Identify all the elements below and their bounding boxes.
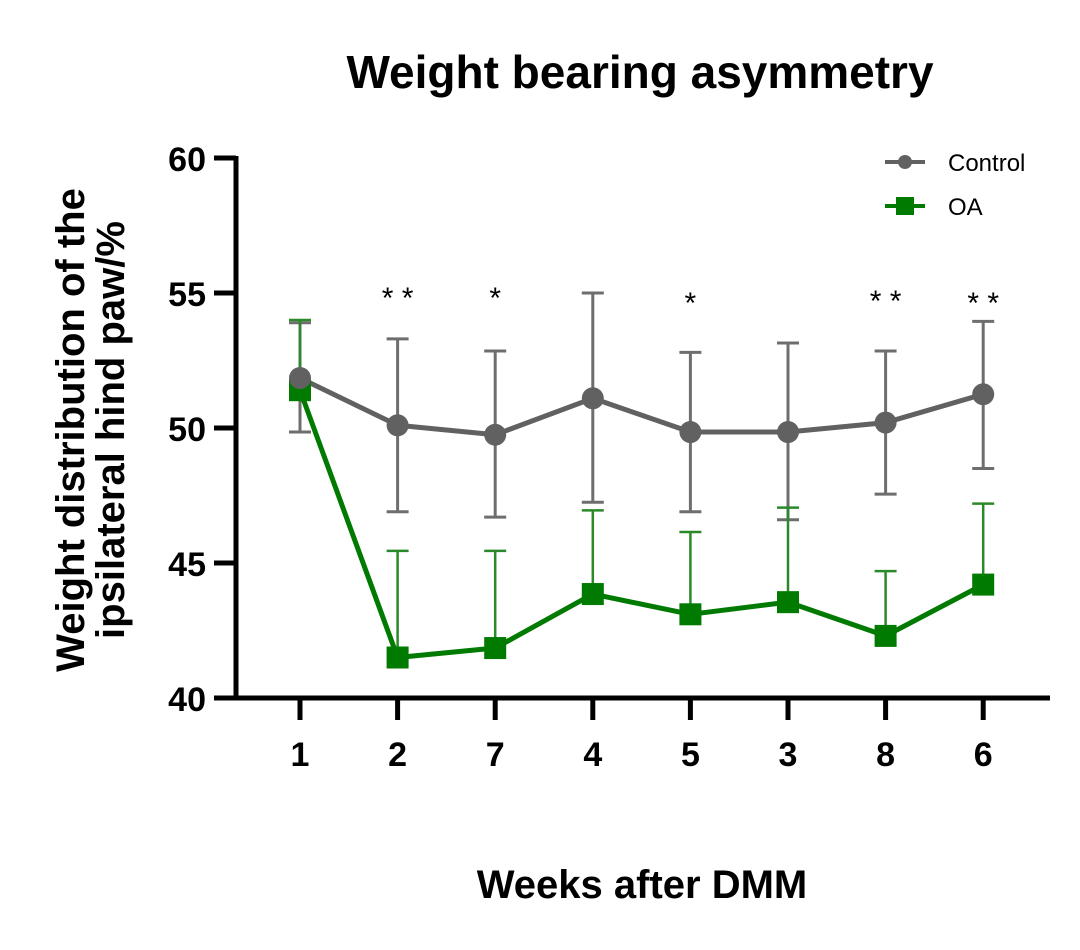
y-ticks: 40 45 50 55 60 bbox=[168, 141, 236, 719]
data-point-control bbox=[386, 414, 409, 437]
data-point-control bbox=[289, 367, 311, 390]
x-tick-label: 2 bbox=[388, 736, 407, 774]
legend-item-oa: OA bbox=[885, 194, 983, 221]
data-point-oa bbox=[484, 637, 507, 660]
chart-title: Weight bearing asymmetry bbox=[346, 46, 934, 98]
legend-marker-oa bbox=[896, 197, 914, 215]
y-tick-label: 55 bbox=[168, 276, 206, 314]
significance-annotations: * * * * * * * * bbox=[382, 282, 1000, 320]
series-line-control bbox=[298, 375, 984, 438]
data-point-oa bbox=[679, 603, 702, 626]
significance-annotation: * * bbox=[967, 287, 999, 320]
significance-annotation: * bbox=[489, 282, 501, 315]
data-point-control bbox=[484, 423, 507, 446]
series-line-oa bbox=[297, 389, 985, 660]
legend-marker-control bbox=[898, 155, 912, 169]
series-lines bbox=[297, 375, 985, 660]
x-tick-label: 5 bbox=[681, 736, 700, 774]
x-tick-label: 6 bbox=[974, 736, 993, 774]
legend-item-control: Control bbox=[885, 150, 1025, 177]
data-point-oa bbox=[386, 646, 409, 669]
y-tick-label: 60 bbox=[168, 141, 206, 179]
y-tick-label: 50 bbox=[168, 411, 206, 449]
x-tick-label: 4 bbox=[583, 736, 602, 774]
data-point-control bbox=[972, 383, 995, 406]
data-point-oa bbox=[972, 573, 995, 596]
series-markers bbox=[289, 367, 995, 669]
data-point-control bbox=[581, 387, 604, 410]
y-tick-label: 45 bbox=[168, 546, 206, 584]
data-point-oa bbox=[777, 591, 799, 614]
x-tick-label: 7 bbox=[486, 736, 505, 774]
axes bbox=[233, 156, 1050, 701]
y-tick-label: 40 bbox=[168, 681, 206, 719]
x-tick-label: 1 bbox=[291, 736, 310, 774]
x-tick-label: 3 bbox=[779, 736, 798, 774]
significance-annotation: * * bbox=[870, 285, 902, 318]
y-axis-title: Weight distribution of the ipsilateral h… bbox=[49, 188, 133, 672]
data-point-control bbox=[874, 411, 897, 434]
significance-annotation: * * bbox=[382, 282, 414, 315]
legend-label-control: Control bbox=[948, 150, 1025, 177]
data-point-control bbox=[679, 421, 702, 444]
y-axis-title-line-2: ipsilateral hind paw/% bbox=[89, 221, 133, 639]
error-bars bbox=[289, 291, 995, 658]
data-point-oa bbox=[874, 624, 897, 647]
y-axis-title-line-1: Weight distribution of the bbox=[49, 188, 93, 672]
data-point-oa bbox=[581, 583, 604, 606]
legend: Control OA bbox=[885, 150, 1025, 221]
data-point-control bbox=[777, 421, 799, 444]
series-layer bbox=[289, 291, 995, 669]
legend-label-oa: OA bbox=[948, 194, 983, 221]
x-ticks: 1 2 7 4 5 3 8 6 bbox=[291, 698, 993, 774]
x-axis-title: Weeks after DMM bbox=[477, 863, 807, 907]
x-tick-label: 8 bbox=[876, 736, 895, 774]
significance-annotation: * bbox=[685, 287, 697, 320]
